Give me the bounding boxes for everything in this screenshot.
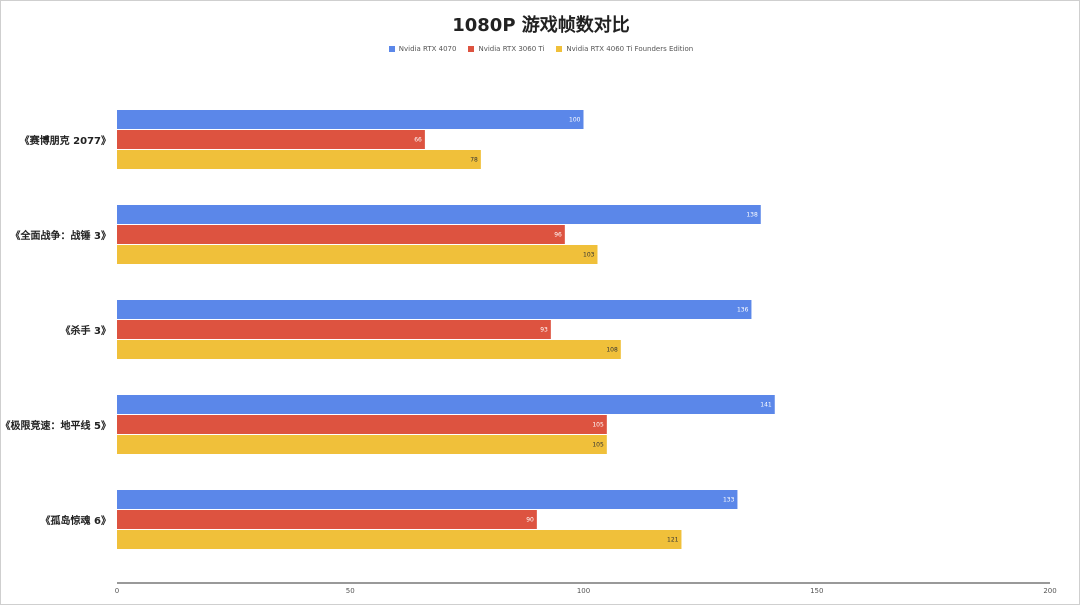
category-label: 《全面战争：战锤 3》 <box>11 229 111 242</box>
legend-swatch-rtx-3060-ti <box>468 46 475 52</box>
bar-value-label: 121 <box>667 537 679 544</box>
bar-nvidia-rtx-4060-ti-founders-edition-1 <box>117 150 481 169</box>
bar-nvidia-rtx-3060-ti-3 <box>117 320 551 339</box>
x-tick-label: 50 <box>346 587 355 595</box>
bar-value-label: 133 <box>723 497 735 504</box>
bar-nvidia-rtx-4060-ti-founders-edition-3 <box>117 340 621 359</box>
legend-label-rtx-4070: Nvidia RTX 4070 <box>398 45 457 53</box>
legend-item-rtx-4070: Nvidia RTX 4070 <box>388 45 457 53</box>
x-tick-label: 0 <box>115 587 119 595</box>
bar-nvidia-rtx-4070-4 <box>117 395 775 414</box>
bar-value-label: 78 <box>470 157 478 164</box>
chart-legend: Nvidia RTX 4070 Nvidia RTX 3060 Ti Nvidi… <box>1 45 1080 53</box>
category-label: 《杀手 3》 <box>61 324 111 337</box>
bar-value-label: 105 <box>592 442 604 449</box>
legend-label-rtx-3060-ti: Nvidia RTX 3060 Ti <box>478 45 545 53</box>
legend-label-rtx-4060-ti-fe: Nvidia RTX 4060 Ti Founders Edition <box>566 45 694 53</box>
bar-value-label: 66 <box>414 137 422 144</box>
bar-nvidia-rtx-4060-ti-founders-edition-5 <box>117 530 682 549</box>
chart-title: 1080P 游戏帧数对比 <box>452 15 630 36</box>
bar-value-label: 100 <box>569 117 581 124</box>
bar-nvidia-rtx-3060-ti-1 <box>117 130 425 149</box>
bar-value-label: 105 <box>592 422 604 429</box>
bar-value-label: 136 <box>737 307 749 314</box>
bar-nvidia-rtx-4060-ti-founders-edition-2 <box>117 245 598 264</box>
legend-swatch-rtx-4060-ti-fe <box>556 46 563 52</box>
bar-value-label: 141 <box>760 402 772 409</box>
category-label: 《极限竞速：地平线 5》 <box>1 419 111 432</box>
bar-nvidia-rtx-3060-ti-5 <box>117 510 537 529</box>
bar-nvidia-rtx-4070-3 <box>117 300 752 319</box>
x-tick-label: 100 <box>577 587 590 595</box>
bar-nvidia-rtx-4060-ti-founders-edition-4 <box>117 435 607 454</box>
bar-value-label: 93 <box>540 327 548 334</box>
x-tick-label: 150 <box>810 587 823 595</box>
bar-nvidia-rtx-4070-2 <box>117 205 761 224</box>
category-label: 《赛博朋克 2077》 <box>20 134 111 147</box>
bar-nvidia-rtx-4070-1 <box>117 110 584 129</box>
bar-value-label: 90 <box>526 517 534 524</box>
legend-swatch-rtx-4070 <box>388 46 395 52</box>
bar-nvidia-rtx-3060-ti-2 <box>117 225 565 244</box>
bar-value-label: 103 <box>583 252 595 259</box>
x-tick-label: 200 <box>1043 587 1056 595</box>
category-label: 《孤岛惊魂 6》 <box>41 514 111 527</box>
bar-nvidia-rtx-3060-ti-4 <box>117 415 607 434</box>
bar-value-label: 138 <box>746 212 758 219</box>
bar-value-label: 108 <box>606 347 618 354</box>
bar-value-label: 96 <box>554 232 562 239</box>
legend-item-rtx-4060-ti-fe: Nvidia RTX 4060 Ti Founders Edition <box>556 45 693 53</box>
legend-item-rtx-3060-ti: Nvidia RTX 3060 Ti <box>468 45 544 53</box>
bar-nvidia-rtx-4070-5 <box>117 490 738 509</box>
